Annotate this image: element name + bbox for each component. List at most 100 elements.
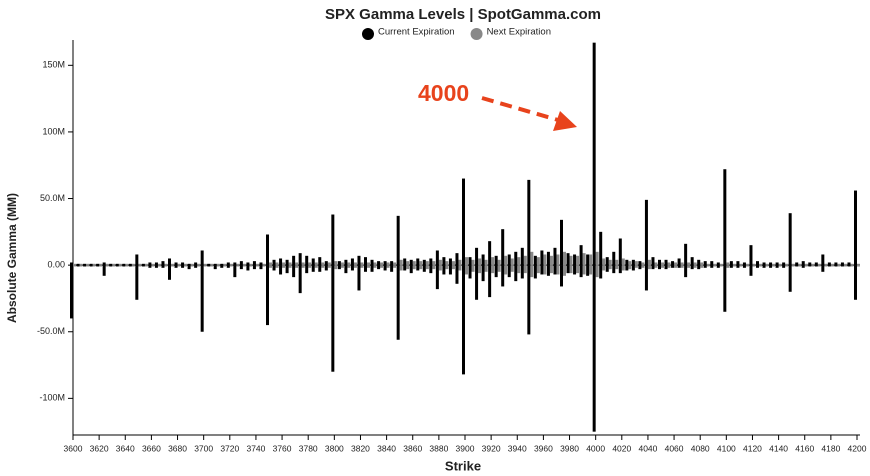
bar	[621, 265, 625, 271]
bar	[353, 262, 357, 266]
bar	[141, 263, 145, 266]
bar	[340, 262, 344, 266]
bar	[533, 255, 537, 266]
bar	[798, 265, 802, 267]
bar	[556, 254, 560, 266]
bar	[396, 265, 400, 340]
bar	[92, 263, 96, 266]
x-tick-label: 3800	[325, 443, 344, 453]
bar	[419, 261, 423, 266]
bar	[749, 265, 753, 276]
bar	[409, 265, 413, 274]
bar	[279, 258, 283, 266]
bar	[530, 251, 534, 266]
bar	[713, 263, 717, 266]
bar	[213, 263, 217, 266]
bar	[432, 261, 436, 266]
bar	[314, 265, 318, 268]
bar	[239, 261, 243, 266]
bar	[817, 263, 821, 266]
bar	[628, 265, 632, 270]
bar	[70, 265, 73, 319]
bar	[102, 262, 106, 266]
bar	[843, 263, 847, 266]
bar	[553, 265, 557, 275]
bar	[840, 265, 844, 267]
bar	[181, 262, 185, 266]
bar	[510, 258, 514, 266]
bar	[599, 265, 603, 279]
bar	[292, 255, 296, 266]
bar	[282, 262, 286, 266]
bar	[631, 265, 635, 271]
bar	[481, 254, 485, 266]
bar	[292, 265, 296, 278]
bar	[765, 263, 769, 266]
x-tick-label: 4200	[848, 443, 867, 453]
bar	[569, 265, 573, 274]
bar	[105, 263, 109, 266]
bar	[488, 241, 492, 266]
bar	[837, 265, 841, 267]
bar	[285, 259, 289, 266]
bar	[647, 265, 651, 270]
bar	[742, 265, 746, 268]
bar	[425, 261, 429, 266]
bar	[210, 263, 214, 266]
bar	[507, 254, 511, 266]
bar	[827, 262, 831, 266]
bar	[638, 265, 642, 270]
bar	[259, 262, 263, 266]
bar	[403, 258, 407, 266]
bar	[690, 265, 694, 270]
bar	[435, 250, 439, 266]
bar	[674, 265, 678, 268]
bar	[76, 265, 80, 267]
bar	[795, 262, 799, 266]
bar	[236, 265, 240, 267]
bar	[128, 265, 132, 267]
bar	[131, 263, 135, 266]
bar	[811, 265, 815, 267]
bar	[703, 265, 707, 268]
bar	[390, 265, 394, 272]
bar	[266, 265, 269, 326]
bar	[282, 265, 286, 268]
bar	[177, 263, 181, 266]
bar	[654, 265, 658, 268]
bar	[543, 254, 547, 266]
x-tick-label: 4120	[743, 443, 762, 453]
bar	[478, 258, 482, 266]
bar	[298, 253, 302, 266]
bar	[501, 229, 505, 266]
bar	[429, 258, 433, 266]
bar	[586, 265, 590, 276]
bar	[592, 42, 596, 266]
bar	[438, 265, 442, 271]
bar	[641, 262, 645, 266]
bar	[772, 263, 776, 266]
bar	[383, 261, 387, 266]
bar	[769, 262, 773, 266]
bar	[465, 257, 468, 266]
bar	[857, 265, 860, 267]
bar	[625, 259, 629, 266]
bar	[821, 254, 825, 266]
bar	[785, 265, 789, 267]
bar	[73, 265, 76, 267]
bar	[478, 265, 482, 274]
bar	[677, 265, 681, 268]
bar	[814, 265, 818, 267]
bar	[174, 262, 178, 266]
x-tick-label: 4000	[586, 443, 605, 453]
bar	[527, 265, 531, 335]
bar	[579, 265, 583, 278]
bar	[729, 261, 733, 266]
bar	[157, 263, 161, 266]
bar	[203, 265, 207, 267]
bar	[105, 265, 109, 267]
bar	[520, 247, 524, 266]
bar	[504, 265, 508, 275]
bar	[380, 265, 384, 268]
bar	[99, 265, 103, 267]
